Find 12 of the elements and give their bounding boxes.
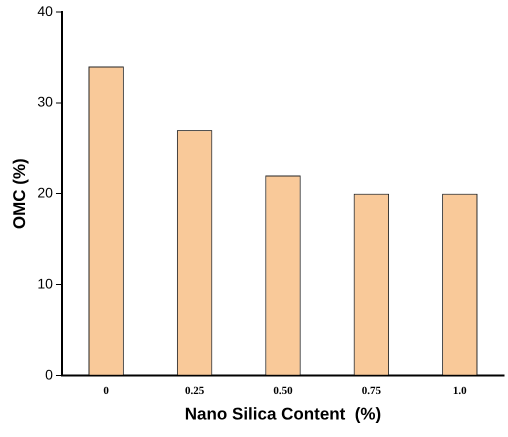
y-tick-label: 10: [37, 275, 54, 292]
x-tick-label: 0.25: [184, 384, 205, 397]
x-axis-title: Nano Silica Content (%): [184, 404, 382, 424]
y-tick-label: 30: [37, 94, 54, 110]
x-tick-label: 1.0: [452, 384, 468, 397]
x-tick-label: 0.75: [362, 384, 382, 397]
y-tick-label: 0: [45, 366, 54, 382]
y-tick-label: 20: [37, 184, 54, 201]
x-tick-label: 0: [103, 384, 110, 397]
x-tick-label: 0.50: [273, 384, 294, 397]
y-axis-title: OMC (%): [10, 158, 29, 230]
y-tick-label: 40: [37, 2, 54, 19]
